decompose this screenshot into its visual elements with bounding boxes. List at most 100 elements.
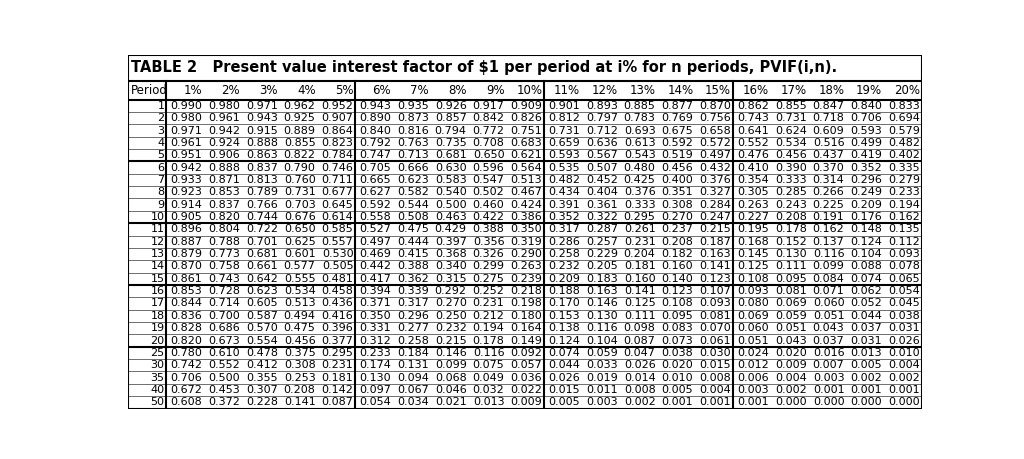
Text: 0.049: 0.049 [473, 373, 505, 383]
Text: 0.003: 0.003 [737, 385, 769, 395]
Text: 0.788: 0.788 [208, 237, 240, 246]
Text: 0.773: 0.773 [208, 249, 240, 259]
Text: 0.610: 0.610 [209, 348, 240, 358]
Text: 0.675: 0.675 [662, 125, 693, 135]
Text: 0.390: 0.390 [775, 162, 807, 173]
Text: 0.555: 0.555 [284, 274, 315, 284]
Text: 0.861: 0.861 [171, 274, 203, 284]
Text: 0.582: 0.582 [397, 187, 429, 197]
Text: 0.356: 0.356 [473, 237, 505, 246]
Text: 0.052: 0.052 [851, 298, 883, 308]
Text: 0.942: 0.942 [208, 125, 240, 135]
Text: 0.021: 0.021 [435, 397, 467, 407]
Text: 2%: 2% [221, 84, 240, 96]
Text: 0.434: 0.434 [548, 187, 580, 197]
Text: 0.188: 0.188 [548, 286, 580, 296]
Text: 0.840: 0.840 [850, 101, 883, 111]
Text: 0.037: 0.037 [851, 323, 883, 333]
Text: 0.067: 0.067 [397, 385, 429, 395]
Text: 0.131: 0.131 [397, 360, 429, 370]
Text: 0.111: 0.111 [624, 311, 655, 321]
Text: 0.665: 0.665 [359, 175, 391, 185]
Text: 0.292: 0.292 [435, 286, 467, 296]
Text: 0.557: 0.557 [322, 237, 353, 246]
Text: 0.502: 0.502 [473, 187, 505, 197]
Text: 0.001: 0.001 [889, 385, 920, 395]
Text: 0.456: 0.456 [284, 336, 315, 346]
Text: 19: 19 [151, 323, 165, 333]
Text: 0.170: 0.170 [548, 298, 580, 308]
Text: 0.475: 0.475 [397, 224, 429, 235]
Text: 25: 25 [151, 348, 165, 358]
Text: 0.614: 0.614 [322, 212, 353, 222]
Text: 9: 9 [158, 200, 165, 210]
Text: 0.001: 0.001 [662, 397, 693, 407]
Text: 0.116: 0.116 [813, 249, 845, 259]
Text: 0.305: 0.305 [737, 187, 769, 197]
Text: 0.388: 0.388 [473, 224, 505, 235]
Text: 0.093: 0.093 [737, 286, 769, 296]
Text: 0.073: 0.073 [662, 336, 693, 346]
Text: 0.295: 0.295 [624, 212, 655, 222]
Text: 0.828: 0.828 [170, 323, 203, 333]
Text: 0.057: 0.057 [511, 360, 543, 370]
Text: 0.659: 0.659 [548, 138, 580, 148]
Text: 0.026: 0.026 [624, 360, 655, 370]
Text: 0.152: 0.152 [775, 237, 807, 246]
Text: 0.340: 0.340 [435, 262, 467, 271]
Text: 0.712: 0.712 [586, 125, 617, 135]
Text: 0.104: 0.104 [586, 336, 617, 346]
Text: 0.543: 0.543 [624, 150, 655, 160]
Text: 0.885: 0.885 [624, 101, 655, 111]
Text: 0.853: 0.853 [208, 187, 240, 197]
Text: 0.123: 0.123 [662, 286, 693, 296]
Text: 0.312: 0.312 [359, 336, 391, 346]
Text: 0.917: 0.917 [473, 101, 505, 111]
Text: 0.547: 0.547 [473, 175, 505, 185]
Text: 0.400: 0.400 [662, 175, 693, 185]
Text: 0.080: 0.080 [737, 298, 769, 308]
Text: 0.183: 0.183 [586, 274, 617, 284]
Text: 0.942: 0.942 [170, 162, 203, 173]
Text: Period: Period [130, 84, 167, 96]
Text: 0.022: 0.022 [510, 385, 543, 395]
Text: 0.442: 0.442 [359, 262, 391, 271]
Text: 0.130: 0.130 [359, 373, 391, 383]
Text: 0.683: 0.683 [511, 138, 543, 148]
Text: 0.317: 0.317 [397, 298, 429, 308]
Text: 0.290: 0.290 [510, 249, 543, 259]
Text: 0.258: 0.258 [548, 249, 580, 259]
Text: 0.630: 0.630 [435, 162, 467, 173]
Text: 0.444: 0.444 [397, 237, 429, 246]
Text: 0.593: 0.593 [548, 150, 580, 160]
Text: 0.097: 0.097 [359, 385, 391, 395]
Text: 0.694: 0.694 [888, 113, 920, 123]
Text: 0.650: 0.650 [284, 224, 315, 235]
Text: 0.847: 0.847 [812, 101, 845, 111]
Text: 0.658: 0.658 [699, 125, 731, 135]
Text: 0.180: 0.180 [511, 311, 543, 321]
Text: 0.836: 0.836 [171, 311, 203, 321]
Text: 1%: 1% [183, 84, 203, 96]
Text: 0.215: 0.215 [699, 224, 731, 235]
Text: 0.935: 0.935 [397, 101, 429, 111]
Text: 0.990: 0.990 [170, 101, 203, 111]
Text: 0.527: 0.527 [359, 224, 391, 235]
Text: 2: 2 [158, 113, 165, 123]
Text: 0.636: 0.636 [586, 138, 617, 148]
Text: 0.019: 0.019 [586, 373, 617, 383]
Text: 0.790: 0.790 [284, 162, 315, 173]
Text: 0.889: 0.889 [284, 125, 315, 135]
Text: 0.069: 0.069 [737, 311, 769, 321]
Text: 0.760: 0.760 [284, 175, 315, 185]
Text: 0.535: 0.535 [549, 162, 580, 173]
Text: 0.794: 0.794 [435, 125, 467, 135]
Text: 0.700: 0.700 [208, 311, 240, 321]
Text: 0.074: 0.074 [548, 348, 580, 358]
Text: 0.047: 0.047 [624, 348, 655, 358]
Text: 0.138: 0.138 [548, 323, 580, 333]
Text: 4%: 4% [297, 84, 315, 96]
Text: 0.333: 0.333 [775, 175, 807, 185]
Text: 0.722: 0.722 [246, 224, 278, 235]
Text: 0.013: 0.013 [851, 348, 883, 358]
